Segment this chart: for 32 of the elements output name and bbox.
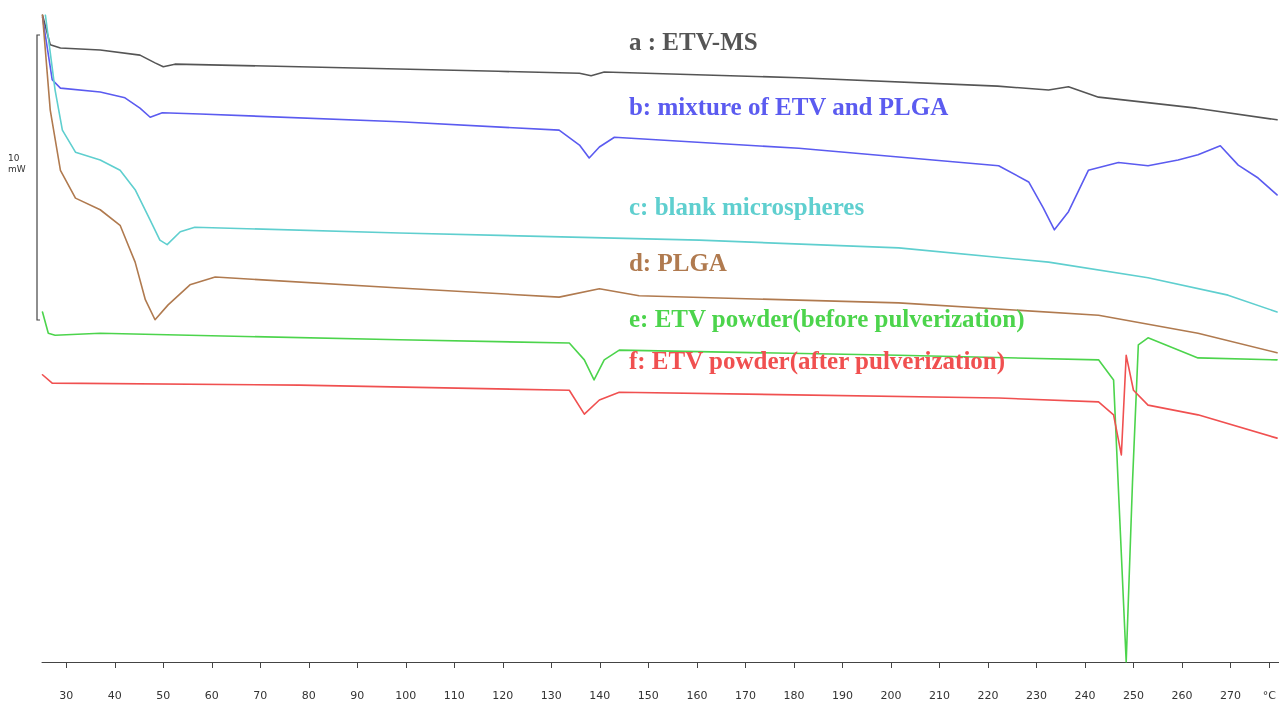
x-tick-label: 100: [395, 689, 417, 702]
x-tick-label: 140: [589, 689, 611, 702]
x-tick-label: 70: [253, 689, 268, 702]
x-tick-label: 240: [1074, 689, 1096, 702]
x-tick-label: 250: [1122, 689, 1144, 702]
series-label: e: ETV powder(before pulverization): [628, 305, 1025, 334]
x-tick-label: 270: [1219, 689, 1241, 702]
x-tick-label: °C: [1262, 689, 1277, 702]
x-tick-label: 200: [880, 689, 902, 702]
x-tick-label: 260: [1171, 689, 1193, 702]
x-tick-label: 180: [783, 689, 805, 702]
x-tick-label: 80: [301, 689, 316, 702]
x-tick-label: 150: [637, 689, 659, 702]
x-tick-label: 220: [977, 689, 999, 702]
x-tick-label: 120: [492, 689, 514, 702]
x-tick-label: 190: [831, 689, 853, 702]
x-tick-label: 30: [59, 689, 74, 702]
x-tick-label: 230: [1025, 689, 1047, 702]
series-label: b: mixture of ETV and PLGA: [628, 93, 949, 121]
series-label: c: blank microspheres: [628, 193, 865, 221]
text: 10 mW: [8, 152, 26, 174]
x-tick-label: 40: [107, 689, 122, 702]
x-tick-label: 210: [928, 689, 950, 702]
x-tick-label: 170: [734, 689, 756, 702]
x-tick-label: 60: [204, 689, 219, 702]
x-tick-label: 110: [443, 689, 465, 702]
series-label: d: PLGA: [628, 248, 727, 276]
x-tick-label: 90: [350, 689, 365, 702]
series-label: a : ETV-MS: [628, 27, 758, 55]
x-tick-label: 160: [686, 689, 708, 702]
x-tick-label: 50: [156, 689, 171, 702]
x-tick-label: 130: [540, 689, 562, 702]
